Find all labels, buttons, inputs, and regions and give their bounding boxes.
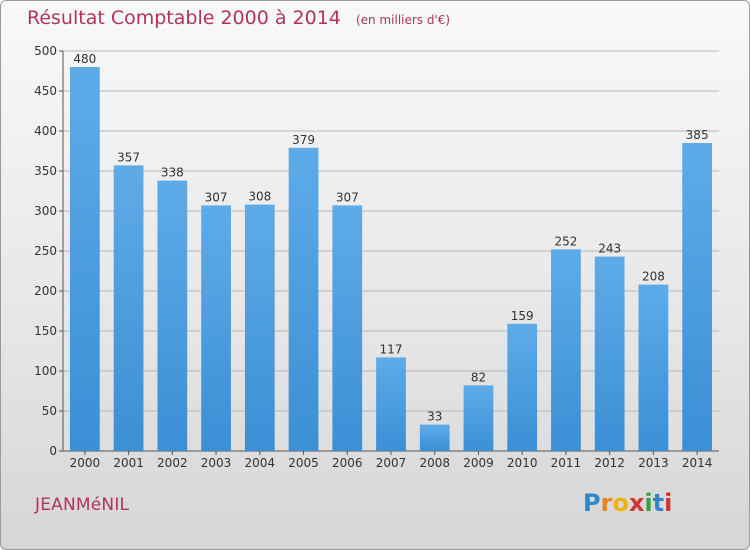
bar bbox=[113, 165, 144, 451]
logo-letter: i bbox=[644, 489, 653, 517]
bar-value-label: 252 bbox=[554, 234, 577, 248]
title-main: Résultat Comptable 2000 à 2014 bbox=[27, 7, 341, 29]
logo-letter: r bbox=[600, 489, 613, 517]
bar bbox=[507, 323, 538, 451]
bar-value-label: 307 bbox=[205, 190, 228, 204]
bar bbox=[69, 67, 100, 451]
bar-value-label: 82 bbox=[471, 370, 486, 384]
x-tick-label: 2012 bbox=[594, 456, 625, 470]
x-tick-label: 2006 bbox=[332, 456, 363, 470]
x-tick-label: 2005 bbox=[288, 456, 319, 470]
x-tick-label: 2009 bbox=[463, 456, 494, 470]
x-tick-label: 2002 bbox=[157, 456, 188, 470]
logo-letter: i bbox=[664, 489, 673, 517]
bar-value-label: 159 bbox=[511, 309, 534, 323]
chart-title: Résultat Comptable 2000 à 2014 (en milli… bbox=[27, 7, 450, 29]
x-tick-label: 2013 bbox=[638, 456, 669, 470]
bar-value-label: 117 bbox=[380, 342, 403, 356]
logo-letter: o bbox=[612, 489, 629, 517]
bar-value-label: 243 bbox=[598, 242, 621, 256]
title-unit: (en milliers d'€) bbox=[355, 13, 451, 27]
bar-value-label: 33 bbox=[427, 410, 442, 424]
bar-value-label: 308 bbox=[248, 190, 271, 204]
y-tick-label: 250 bbox=[34, 244, 57, 258]
bar bbox=[288, 147, 319, 452]
proxiti-logo: Proxiti bbox=[583, 489, 672, 517]
x-tick-label: 2008 bbox=[419, 456, 450, 470]
bar bbox=[638, 284, 669, 451]
y-tick-label: 50 bbox=[42, 404, 57, 418]
bar-value-label: 480 bbox=[73, 52, 96, 66]
bar bbox=[332, 205, 363, 451]
y-tick-label: 350 bbox=[34, 164, 57, 178]
x-tick-label: 2003 bbox=[201, 456, 232, 470]
y-tick-label: 500 bbox=[34, 44, 57, 58]
bar bbox=[157, 180, 188, 451]
x-tick-label: 2014 bbox=[682, 456, 713, 470]
bar-value-label: 307 bbox=[336, 190, 359, 204]
bar-value-label: 379 bbox=[292, 133, 315, 147]
y-tick-label: 450 bbox=[34, 84, 57, 98]
bar bbox=[419, 424, 450, 451]
bar bbox=[244, 204, 275, 451]
y-tick-label: 300 bbox=[34, 204, 57, 218]
logo-letter: x bbox=[628, 489, 645, 517]
logo-letter: P bbox=[583, 489, 601, 517]
bar bbox=[682, 143, 713, 451]
y-tick-label: 100 bbox=[34, 364, 57, 378]
x-tick-label: 2007 bbox=[376, 456, 407, 470]
logo-letter: t bbox=[652, 489, 665, 517]
bar bbox=[551, 249, 581, 451]
place-name: JEANMéNIL bbox=[35, 495, 130, 515]
y-tick-label: 200 bbox=[34, 284, 57, 298]
bar-value-label: 208 bbox=[642, 270, 665, 284]
x-tick-label: 2001 bbox=[113, 456, 144, 470]
x-tick-label: 2000 bbox=[70, 456, 101, 470]
y-tick-label: 400 bbox=[34, 124, 57, 138]
bar bbox=[376, 357, 406, 451]
x-tick-label: 2010 bbox=[507, 456, 538, 470]
y-tick-label: 150 bbox=[34, 324, 57, 338]
x-tick-label: 2011 bbox=[551, 456, 582, 470]
bar-value-label: 338 bbox=[161, 166, 184, 180]
bar bbox=[463, 385, 494, 451]
bar bbox=[594, 256, 625, 451]
bar-value-label: 357 bbox=[117, 150, 140, 164]
bar-value-label: 385 bbox=[686, 128, 709, 142]
y-tick-label: 0 bbox=[49, 444, 57, 458]
bar bbox=[201, 205, 231, 451]
x-tick-label: 2004 bbox=[245, 456, 276, 470]
